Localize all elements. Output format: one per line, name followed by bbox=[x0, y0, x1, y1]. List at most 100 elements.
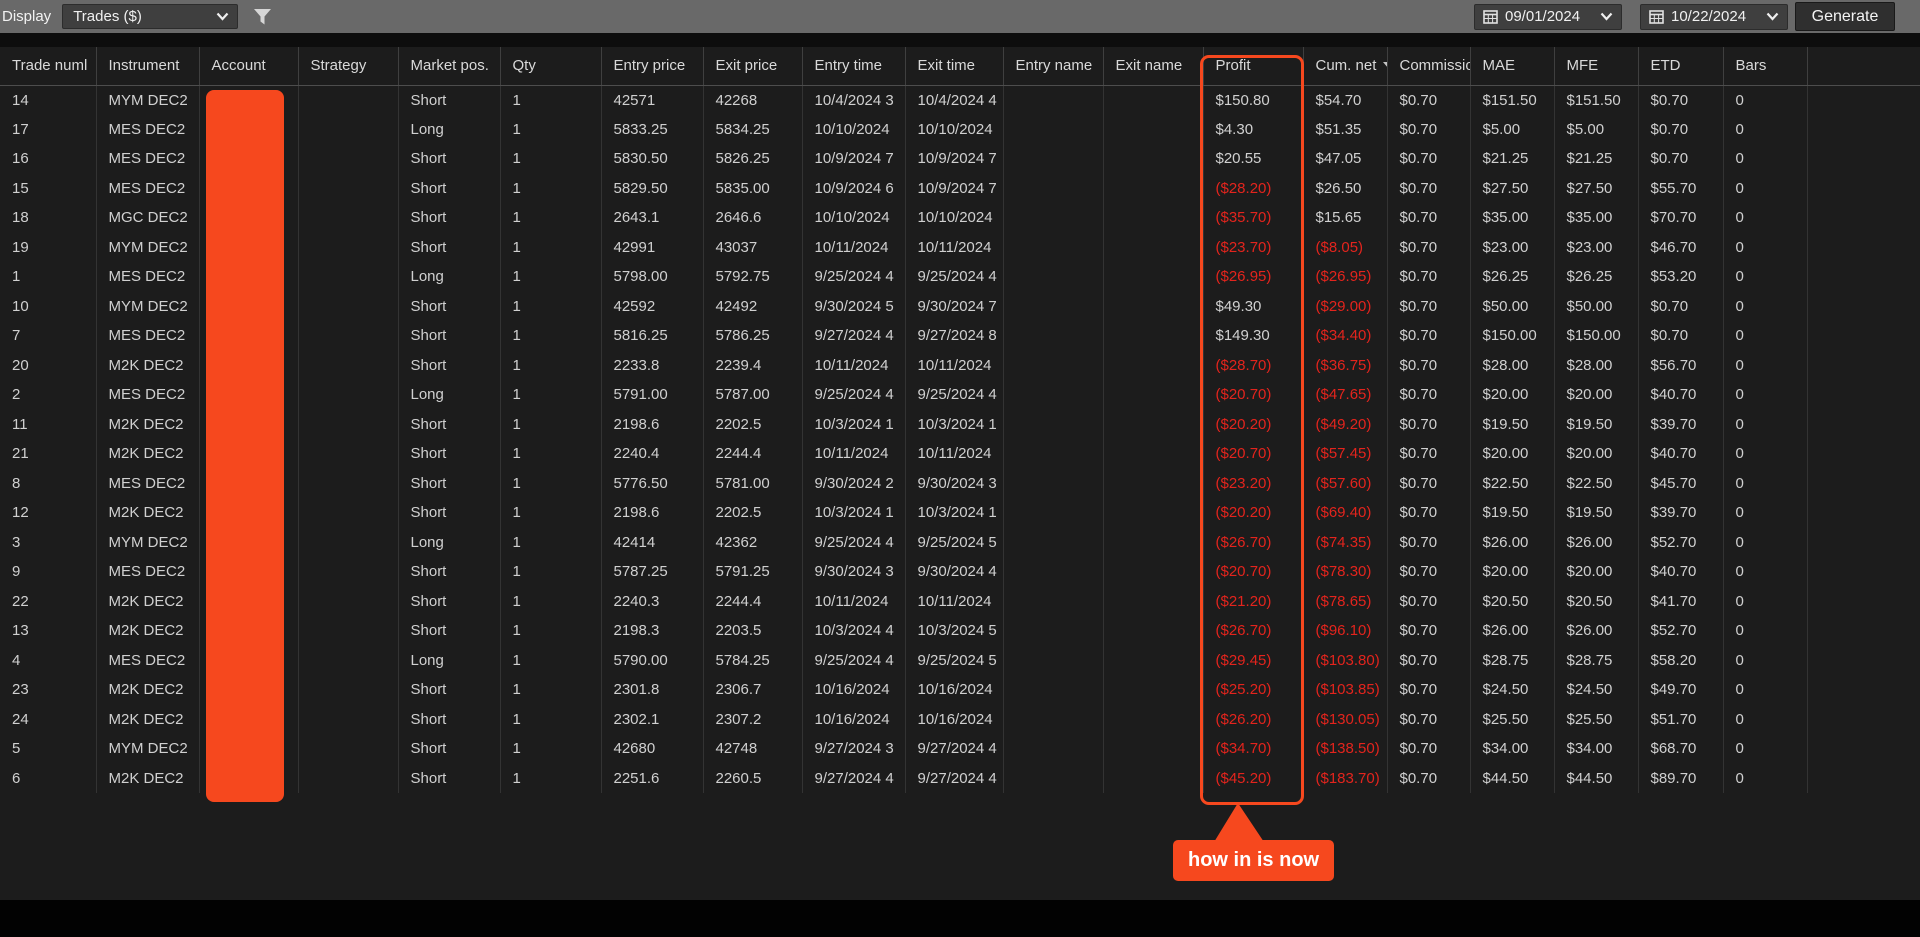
cell-mfe[interactable]: $28.75 bbox=[1554, 645, 1639, 675]
cell-cum_net[interactable]: ($34.40) bbox=[1303, 321, 1388, 351]
cell-mae[interactable]: $24.50 bbox=[1470, 675, 1555, 705]
cell-entry_name[interactable] bbox=[1003, 144, 1104, 174]
cell-commission[interactable]: $0.70 bbox=[1387, 586, 1471, 616]
cell-entry_time[interactable]: 10/10/2024 bbox=[802, 203, 906, 233]
table-row[interactable]: 15 MES DEC2 Short 1 5829.50 5835.00 10/9/2024 … bbox=[0, 173, 1920, 203]
cell-trade_number[interactable]: 13 bbox=[0, 616, 97, 646]
cell-exit_price[interactable]: 42492 bbox=[703, 291, 803, 321]
table-row[interactable]: 16 MES DEC2 Short 1 5830.50 5826.25 10/9/2024 … bbox=[0, 144, 1920, 174]
cell-exit_time[interactable]: 9/30/2024 3 bbox=[905, 468, 1004, 498]
cell-etd[interactable]: $0.70 bbox=[1638, 291, 1724, 321]
cell-trade_number[interactable]: 11 bbox=[0, 409, 97, 439]
cell-cum_net[interactable]: $51.35 bbox=[1303, 114, 1388, 144]
cell-qty[interactable]: 1 bbox=[500, 173, 602, 203]
cell-exit_name[interactable] bbox=[1103, 527, 1204, 557]
cell-instrument[interactable]: MES DEC2 bbox=[96, 262, 200, 292]
cell-mfe[interactable]: $20.00 bbox=[1554, 557, 1639, 587]
cell-entry_price[interactable]: 5790.00 bbox=[601, 645, 704, 675]
cell-mfe[interactable]: $22.50 bbox=[1554, 468, 1639, 498]
cell-cum_net[interactable]: ($49.20) bbox=[1303, 409, 1388, 439]
cell-exit_price[interactable]: 2239.4 bbox=[703, 350, 803, 380]
cell-trade_number[interactable]: 10 bbox=[0, 291, 97, 321]
cell-instrument[interactable]: MYM DEC2 bbox=[96, 291, 200, 321]
cell-exit_time[interactable]: 9/27/2024 4 bbox=[905, 763, 1004, 793]
cell-entry_name[interactable] bbox=[1003, 498, 1104, 528]
cell-entry_price[interactable]: 5791.00 bbox=[601, 380, 704, 410]
cell-exit_price[interactable]: 2203.5 bbox=[703, 616, 803, 646]
column-header-entry_time[interactable]: Entry time bbox=[802, 47, 906, 86]
cell-instrument[interactable]: M2K DEC2 bbox=[96, 763, 200, 793]
cell-exit_time[interactable]: 9/25/2024 4 bbox=[905, 380, 1004, 410]
cell-strategy[interactable] bbox=[298, 763, 399, 793]
cell-exit_price[interactable]: 5787.00 bbox=[703, 380, 803, 410]
cell-trade_number[interactable]: 20 bbox=[0, 350, 97, 380]
cell-exit_name[interactable] bbox=[1103, 439, 1204, 469]
cell-etd[interactable]: $40.70 bbox=[1638, 557, 1724, 587]
cell-exit_price[interactable]: 2244.4 bbox=[703, 586, 803, 616]
cell-exit_price[interactable]: 2307.2 bbox=[703, 704, 803, 734]
cell-qty[interactable]: 1 bbox=[500, 763, 602, 793]
cell-exit_name[interactable] bbox=[1103, 262, 1204, 292]
cell-mae[interactable]: $20.00 bbox=[1470, 557, 1555, 587]
cell-entry_time[interactable]: 9/25/2024 4 bbox=[802, 380, 906, 410]
cell-qty[interactable]: 1 bbox=[500, 675, 602, 705]
cell-exit_name[interactable] bbox=[1103, 675, 1204, 705]
cell-market_pos[interactable]: Short bbox=[398, 586, 501, 616]
cell-commission[interactable]: $0.70 bbox=[1387, 409, 1471, 439]
cell-etd[interactable]: $56.70 bbox=[1638, 350, 1724, 380]
cell-exit_name[interactable] bbox=[1103, 645, 1204, 675]
cell-mfe[interactable]: $44.50 bbox=[1554, 763, 1639, 793]
cell-cum_net[interactable]: $47.05 bbox=[1303, 144, 1388, 174]
cell-strategy[interactable] bbox=[298, 291, 399, 321]
cell-profit[interactable]: ($35.70) bbox=[1203, 203, 1304, 233]
table-row[interactable]: 20 M2K DEC2 Short 1 2233.8 2239.4 10/11/2024 10… bbox=[0, 350, 1920, 380]
cell-mfe[interactable]: $26.00 bbox=[1554, 616, 1639, 646]
cell-exit_time[interactable]: 10/3/2024 5 bbox=[905, 616, 1004, 646]
column-header-entry_name[interactable]: Entry name bbox=[1003, 47, 1104, 86]
cell-exit_price[interactable]: 5784.25 bbox=[703, 645, 803, 675]
cell-trade_number[interactable]: 8 bbox=[0, 468, 97, 498]
cell-mae[interactable]: $19.50 bbox=[1470, 498, 1555, 528]
table-row[interactable]: 9 MES DEC2 Short 1 5787.25 5791.25 9/30/2024 3… bbox=[0, 557, 1920, 587]
cell-entry_price[interactable]: 5829.50 bbox=[601, 173, 704, 203]
cell-market_pos[interactable]: Short bbox=[398, 557, 501, 587]
cell-exit_price[interactable]: 42362 bbox=[703, 527, 803, 557]
column-header-etd[interactable]: ETD bbox=[1638, 47, 1724, 86]
cell-entry_price[interactable]: 2198.3 bbox=[601, 616, 704, 646]
cell-exit_name[interactable] bbox=[1103, 350, 1204, 380]
cell-mae[interactable]: $26.00 bbox=[1470, 616, 1555, 646]
cell-entry_time[interactable]: 9/25/2024 4 bbox=[802, 645, 906, 675]
cell-mae[interactable]: $50.00 bbox=[1470, 291, 1555, 321]
table-row[interactable]: 19 MYM DEC2 Short 1 42991 43037 10/11/2024 10/1… bbox=[0, 232, 1920, 262]
cell-profit[interactable]: ($28.20) bbox=[1203, 173, 1304, 203]
cell-entry_price[interactable]: 42414 bbox=[601, 527, 704, 557]
cell-market_pos[interactable]: Short bbox=[398, 85, 501, 115]
cell-qty[interactable]: 1 bbox=[500, 409, 602, 439]
cell-cum_net[interactable]: ($74.35) bbox=[1303, 527, 1388, 557]
cell-entry_price[interactable]: 5830.50 bbox=[601, 144, 704, 174]
table-row[interactable]: 18 MGC DEC2 Short 1 2643.1 2646.6 10/10/2024 10… bbox=[0, 203, 1920, 233]
cell-exit_time[interactable]: 10/4/2024 4 bbox=[905, 85, 1004, 115]
cell-qty[interactable]: 1 bbox=[500, 144, 602, 174]
cell-exit_name[interactable] bbox=[1103, 114, 1204, 144]
cell-entry_name[interactable] bbox=[1003, 645, 1104, 675]
cell-etd[interactable]: $52.70 bbox=[1638, 527, 1724, 557]
cell-bars[interactable]: 0 bbox=[1723, 144, 1808, 174]
cell-market_pos[interactable]: Short bbox=[398, 291, 501, 321]
column-header-strategy[interactable]: Strategy bbox=[298, 47, 399, 86]
display-type-select[interactable]: Trades ($) bbox=[62, 4, 239, 29]
cell-qty[interactable]: 1 bbox=[500, 232, 602, 262]
cell-market_pos[interactable]: Short bbox=[398, 498, 501, 528]
cell-exit_time[interactable]: 10/3/2024 1 bbox=[905, 409, 1004, 439]
cell-qty[interactable]: 1 bbox=[500, 645, 602, 675]
cell-qty[interactable]: 1 bbox=[500, 498, 602, 528]
cell-strategy[interactable] bbox=[298, 232, 399, 262]
cell-mae[interactable]: $44.50 bbox=[1470, 763, 1555, 793]
column-header-trade_number[interactable]: Trade numl bbox=[0, 47, 97, 86]
cell-strategy[interactable] bbox=[298, 645, 399, 675]
cell-etd[interactable]: $45.70 bbox=[1638, 468, 1724, 498]
column-header-market_pos[interactable]: Market pos. bbox=[398, 47, 501, 86]
cell-cum_net[interactable]: ($69.40) bbox=[1303, 498, 1388, 528]
cell-etd[interactable]: $46.70 bbox=[1638, 232, 1724, 262]
